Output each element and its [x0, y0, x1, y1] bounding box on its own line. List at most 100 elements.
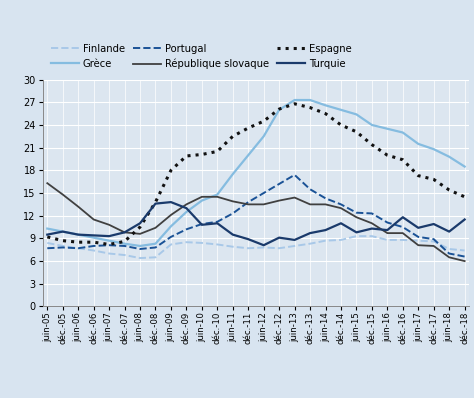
République slovaque	[261, 202, 266, 207]
Turquie	[400, 215, 406, 220]
Finlande	[369, 234, 375, 238]
Grèce	[246, 153, 251, 158]
Grèce	[354, 112, 359, 117]
Grèce	[106, 238, 112, 243]
République slovaque	[230, 199, 236, 204]
Espagne	[106, 242, 112, 247]
Portugal	[276, 181, 282, 186]
Portugal	[246, 200, 251, 205]
Turquie	[384, 228, 390, 232]
Espagne	[415, 173, 421, 178]
Portugal	[168, 234, 174, 239]
Finlande	[106, 251, 112, 256]
Espagne	[75, 240, 81, 244]
Espagne	[168, 168, 174, 173]
Finlande	[153, 255, 158, 260]
Finlande	[431, 239, 437, 244]
Line: République slovaque: République slovaque	[47, 183, 465, 261]
Grèce	[230, 172, 236, 177]
Turquie	[153, 201, 158, 206]
Line: Portugal: Portugal	[47, 175, 465, 257]
Espagne	[323, 111, 328, 116]
Grèce	[462, 164, 467, 169]
Turquie	[447, 229, 452, 234]
République slovaque	[106, 222, 112, 227]
Finlande	[137, 256, 143, 260]
Portugal	[91, 244, 97, 248]
Line: Grèce: Grèce	[47, 100, 465, 246]
Portugal	[45, 246, 50, 251]
République slovaque	[183, 202, 189, 207]
Espagne	[246, 126, 251, 131]
Portugal	[261, 191, 266, 195]
Grèce	[338, 107, 344, 112]
Grèce	[199, 198, 205, 203]
Turquie	[230, 232, 236, 237]
Portugal	[400, 224, 406, 229]
Portugal	[323, 196, 328, 201]
Turquie	[122, 230, 128, 235]
République slovaque	[384, 231, 390, 236]
Espagne	[45, 234, 50, 239]
Portugal	[307, 187, 313, 192]
Portugal	[75, 246, 81, 251]
Espagne	[183, 154, 189, 158]
Finlande	[214, 242, 220, 247]
Turquie	[91, 233, 97, 238]
Turquie	[168, 200, 174, 205]
République slovaque	[354, 215, 359, 220]
Espagne	[60, 238, 65, 243]
Grèce	[323, 103, 328, 108]
République slovaque	[462, 259, 467, 263]
République slovaque	[400, 231, 406, 236]
Portugal	[384, 220, 390, 225]
Turquie	[60, 229, 65, 234]
Portugal	[354, 210, 359, 215]
Grèce	[415, 141, 421, 146]
Turquie	[137, 221, 143, 226]
Turquie	[307, 231, 313, 236]
Finlande	[261, 245, 266, 250]
Grèce	[122, 241, 128, 246]
Portugal	[214, 219, 220, 224]
Finlande	[307, 241, 313, 246]
Espagne	[122, 239, 128, 244]
Turquie	[292, 238, 298, 242]
République slovaque	[415, 243, 421, 248]
Grèce	[153, 241, 158, 246]
Turquie	[45, 232, 50, 237]
République slovaque	[307, 202, 313, 207]
Portugal	[183, 227, 189, 232]
République slovaque	[447, 255, 452, 260]
Finlande	[276, 246, 282, 251]
Turquie	[323, 228, 328, 232]
République slovaque	[214, 194, 220, 199]
Grèce	[214, 192, 220, 197]
Espagne	[137, 224, 143, 229]
Grèce	[447, 154, 452, 159]
République slovaque	[431, 244, 437, 248]
Espagne	[153, 200, 158, 205]
Finlande	[199, 240, 205, 245]
Grèce	[369, 123, 375, 127]
Espagne	[276, 107, 282, 111]
Portugal	[369, 211, 375, 216]
Espagne	[354, 129, 359, 134]
Espagne	[431, 177, 437, 182]
Portugal	[137, 247, 143, 252]
Finlande	[400, 238, 406, 242]
Turquie	[338, 221, 344, 226]
République slovaque	[91, 217, 97, 222]
Line: Finlande: Finlande	[47, 236, 465, 258]
Espagne	[292, 101, 298, 106]
Turquie	[369, 226, 375, 231]
République slovaque	[276, 198, 282, 203]
Portugal	[122, 244, 128, 248]
Grèce	[384, 127, 390, 131]
Espagne	[338, 123, 344, 127]
Grèce	[307, 98, 313, 102]
Portugal	[415, 234, 421, 239]
Grèce	[75, 232, 81, 237]
Portugal	[153, 245, 158, 250]
République slovaque	[323, 202, 328, 207]
